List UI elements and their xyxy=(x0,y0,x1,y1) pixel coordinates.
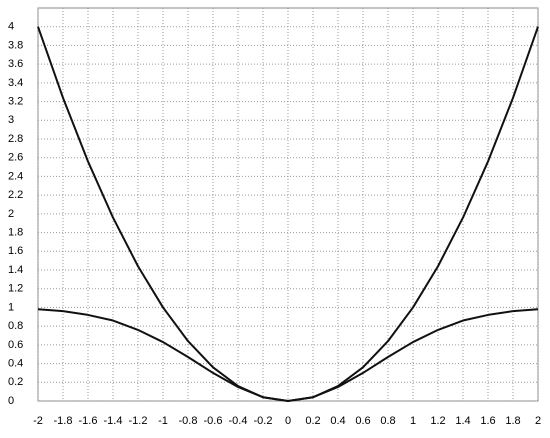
x-tick-label: -0.4 xyxy=(229,415,248,427)
y-tick-label: 0 xyxy=(8,395,14,407)
x-tick-label: 1.2 xyxy=(430,415,445,427)
y-tick-label: 2 xyxy=(8,208,14,220)
x-tick-label: 1.6 xyxy=(480,415,495,427)
x-tick-label: 2 xyxy=(535,415,541,427)
x-tick-label: -1.4 xyxy=(104,415,123,427)
plot-frame xyxy=(37,7,539,402)
y-tick-label: 0.2 xyxy=(8,376,23,388)
y-tick-label: 2.2 xyxy=(8,189,23,201)
x-tick-label: 0 xyxy=(285,415,291,427)
y-tick-label: 2.6 xyxy=(8,152,23,164)
y-tick-label: 3.4 xyxy=(8,77,23,89)
y-tick-label: 1.2 xyxy=(8,283,23,295)
line-series xyxy=(37,308,539,402)
x-tick-label: 0.2 xyxy=(305,415,320,427)
y-tick-label: 2.4 xyxy=(8,170,23,182)
x-tick-label: -0.2 xyxy=(254,415,273,427)
x-tick-label: -0.6 xyxy=(204,415,223,427)
x-tick-label: -1 xyxy=(158,415,168,427)
y-tick-label: 0.4 xyxy=(8,357,23,369)
x-tick-label: 0.6 xyxy=(355,415,370,427)
y-tick-label: 1.6 xyxy=(8,245,23,257)
y-tick-label: 0.8 xyxy=(8,320,23,332)
y-tick-label: 1.4 xyxy=(8,264,23,276)
y-tick-label: 3.6 xyxy=(8,58,23,70)
x-tick-label: -2 xyxy=(33,415,43,427)
y-tick-label: 1.8 xyxy=(8,226,23,238)
x-tick-label: 0.8 xyxy=(380,415,395,427)
y-tick-label: 0.6 xyxy=(8,339,23,351)
y-tick-label: 2.8 xyxy=(8,133,23,145)
x-tick-label: 1.8 xyxy=(505,415,520,427)
x-tick-label: 0.4 xyxy=(330,415,345,427)
y-tick-label: 4 xyxy=(8,21,14,33)
x-tick-label: 1 xyxy=(410,415,416,427)
x-tick-label: -0.8 xyxy=(179,415,198,427)
x-tick-label: -1.2 xyxy=(129,415,148,427)
x-tick-label: 1.4 xyxy=(455,415,470,427)
y-tick-label: 3.8 xyxy=(8,39,23,51)
y-tick-label: 1 xyxy=(8,301,14,313)
x-tick-label: -1.6 xyxy=(79,415,98,427)
x-tick-label: -1.8 xyxy=(54,415,73,427)
y-tick-label: 3 xyxy=(8,114,14,126)
y-tick-label: 3.2 xyxy=(8,95,23,107)
